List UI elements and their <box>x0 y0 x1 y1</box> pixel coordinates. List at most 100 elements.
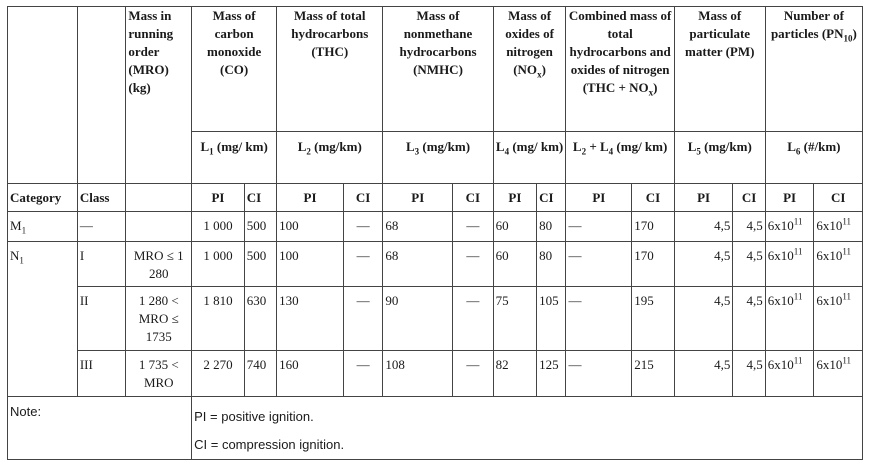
cell-pm-pi: 4,5 <box>673 286 734 351</box>
cell-nmhc-ci: — <box>452 211 494 242</box>
cell-pn-pi: 6x1011 <box>764 211 815 242</box>
cell-co-pi: 2 270 <box>191 350 245 397</box>
cell-class: I <box>76 241 127 287</box>
unit-l6: L6 (#/km) <box>764 131 864 184</box>
cell-nmhc-pi: 90 <box>382 286 454 351</box>
header-nmhc: Mass of nonmethane hydrocarbons (NMHC) <box>382 6 494 132</box>
note-ci-definition: CI = compression ignition. <box>194 437 345 452</box>
cell-thc-nox-ci: 215 <box>631 350 675 397</box>
subheader-pi: PI <box>764 183 815 212</box>
subheader-pi: PI <box>382 183 454 212</box>
subheader-ci: CI <box>243 183 278 212</box>
cell-pn-pi: 6x1011 <box>764 350 815 397</box>
subheader-pi: PI <box>673 183 734 212</box>
note-definitions: PI = positive ignition. CI = compression… <box>191 396 863 460</box>
subheader-pi: PI <box>191 183 245 212</box>
subheader-ci: CI <box>452 183 494 212</box>
cell-pm-ci: 4,5 <box>732 241 766 287</box>
unit-l4: L4 (mg/ km) <box>492 131 567 184</box>
cell-thc-pi: 100 <box>276 241 344 287</box>
table-row: III 1 735 < MRO 2 270 740 160 — 108 — 82… <box>8 350 863 397</box>
header-row: Mass in running order (MRO) (kg) Mass of… <box>7 6 864 184</box>
cell-pn-ci: 6x1011 <box>813 211 863 242</box>
cell-co-pi: 1 000 <box>191 241 245 287</box>
header-pm: Mass of particulate matter (PM) <box>673 6 766 132</box>
cell-category: N1 <box>7 241 78 397</box>
table-row: M1 — 1 000 500 100 — 68 — 60 80 — 170 4,… <box>7 211 863 242</box>
cell-pn-pi: 6x1011 <box>764 241 815 287</box>
header-co: Mass of carbon monoxide (CO) <box>191 6 278 132</box>
header-nox: Mass of oxides of nitrogen (NOx) <box>492 6 567 132</box>
unit-l2-plus-l4: L2 + L4 (mg/ km) <box>565 131 675 184</box>
header-pn: Number of particles (PN10) <box>764 6 864 132</box>
cell-pm-pi: 4,5 <box>673 211 734 242</box>
cell-thc-nox-pi: — <box>565 286 633 351</box>
cell-pm-ci: 4,5 <box>732 211 766 242</box>
subheader-class: Class <box>76 183 127 212</box>
cell-co-ci: 630 <box>243 286 278 351</box>
cell-thc-nox-pi: — <box>565 241 633 287</box>
subheader-pi: PI <box>492 183 538 212</box>
subheader-ci: CI <box>813 183 863 212</box>
cell-pn-ci: 6x1011 <box>813 286 863 351</box>
header-mro: Mass in running order (MRO) (kg) <box>125 6 193 184</box>
table-row: II 1 280 < MRO ≤ 1735 1 810 630 130 — 90… <box>8 286 863 351</box>
header-thc-nox: Combined mass of total hydrocarbons and … <box>565 6 675 132</box>
cell-pn-pi: 6x1011 <box>764 286 815 351</box>
cell-nox-ci: 80 <box>536 241 567 287</box>
cell-pm-pi: 4,5 <box>673 350 734 397</box>
cell-nmhc-ci: — <box>452 350 494 397</box>
cell-co-ci: 740 <box>243 350 278 397</box>
subheader-blank <box>125 183 193 212</box>
cell-nox-ci: 105 <box>536 286 567 351</box>
cell-mro <box>125 211 193 242</box>
cell-thc-ci: — <box>342 241 384 287</box>
cell-category: M1 <box>7 211 78 242</box>
cell-mro: 1 735 < MRO <box>125 350 193 397</box>
cell-nmhc-pi: 108 <box>382 350 454 397</box>
cell-thc-nox-ci: 170 <box>631 241 675 287</box>
cell-nox-ci: 80 <box>536 211 567 242</box>
cell-nox-pi: 60 <box>492 241 538 287</box>
unit-l3: L3 (mg/km) <box>382 131 494 184</box>
table-row: N1 I MRO ≤ 1 280 1 000 500 100 — 68 — 60… <box>7 241 863 397</box>
cell-co-ci: 500 <box>243 211 278 242</box>
subheader-row: Category Class PI CI PI CI PI CI PI CI P… <box>7 183 863 212</box>
cell-pm-ci: 4,5 <box>732 286 766 351</box>
cell-nox-ci: 125 <box>536 350 567 397</box>
cell-pm-pi: 4,5 <box>673 241 734 287</box>
emission-limits-table: Mass in running order (MRO) (kg) Mass of… <box>6 6 864 460</box>
cell-pn-ci: 6x1011 <box>813 350 863 397</box>
cell-co-ci: 500 <box>243 241 278 287</box>
cell-class: III <box>76 350 127 397</box>
header-thc: Mass of total hydrocarbons (THC) <box>276 6 384 132</box>
subheader-pi: PI <box>276 183 344 212</box>
cell-thc-nox-ci: 195 <box>631 286 675 351</box>
subheader-category: Category <box>7 183 78 212</box>
cell-thc-pi: 130 <box>276 286 344 351</box>
subheader-pi: PI <box>565 183 633 212</box>
note-row: Note: PI = positive ignition. CI = compr… <box>6 396 863 460</box>
cell-thc-nox-pi: — <box>565 350 633 397</box>
header-blank-category <box>7 6 78 184</box>
cell-nox-pi: 82 <box>492 350 538 397</box>
subheader-ci: CI <box>732 183 766 212</box>
note-label: Note: <box>6 396 193 460</box>
cell-nox-pi: 75 <box>492 286 538 351</box>
cell-co-pi: 1 000 <box>191 211 245 242</box>
cell-nmhc-ci: — <box>452 286 494 351</box>
cell-thc-ci: — <box>342 211 384 242</box>
cell-nmhc-pi: 68 <box>382 241 454 287</box>
header-blank-class <box>76 6 127 184</box>
unit-l1: L1 (mg/ km) <box>191 131 278 184</box>
cell-pn-ci: 6x1011 <box>813 241 863 287</box>
cell-nmhc-ci: — <box>452 241 494 287</box>
subheader-ci: CI <box>631 183 675 212</box>
note-pi-definition: PI = positive ignition. <box>194 409 314 424</box>
cell-class: II <box>76 286 127 351</box>
cell-pm-ci: 4,5 <box>732 350 766 397</box>
cell-mro: 1 280 < MRO ≤ 1735 <box>125 286 193 351</box>
cell-thc-ci: — <box>342 350 384 397</box>
subheader-ci: CI <box>342 183 384 212</box>
cell-nox-pi: 60 <box>492 211 538 242</box>
